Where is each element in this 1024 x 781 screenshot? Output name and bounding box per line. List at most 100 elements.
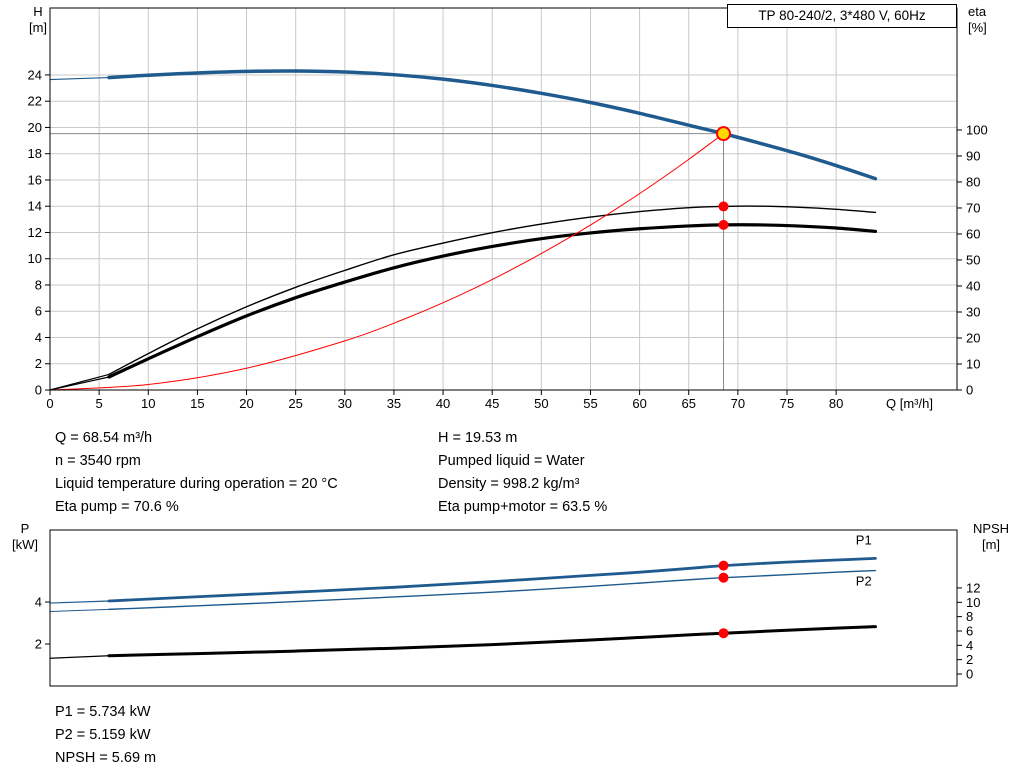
x-tick-label: 40 bbox=[436, 396, 450, 411]
left-tick-label: 10 bbox=[28, 251, 42, 266]
npsh-point bbox=[718, 628, 729, 639]
left-tick-label: 12 bbox=[28, 225, 42, 240]
left-tick-label: 24 bbox=[28, 67, 42, 82]
eta-axis-symbol: eta bbox=[968, 4, 987, 19]
h-axis-symbol: H bbox=[33, 4, 43, 19]
npsh-curve bbox=[107, 625, 877, 658]
head-curve-lead bbox=[49, 76, 110, 81]
left-tick-label: 2 bbox=[35, 356, 42, 371]
eta-axis-label: eta [%] bbox=[968, 4, 1012, 36]
axis-tick-labels: 0 5 10 15 20 25 30 35 40 45 50 55 60 65 70 75 8002468101… bbox=[28, 67, 988, 411]
plot-frame bbox=[49, 529, 958, 687]
h-axis-unit: [m] bbox=[28, 20, 48, 35]
right-tick-label: 2 bbox=[966, 652, 973, 667]
p2-value: P2 = 5.159 kW bbox=[55, 727, 151, 743]
x-tick-label: 65 bbox=[681, 396, 695, 411]
system-curve bbox=[49, 133, 725, 391]
right-tick-label: 8 bbox=[966, 609, 973, 624]
x-tick-label: 70 bbox=[731, 396, 745, 411]
x-tick-label: 25 bbox=[288, 396, 302, 411]
x-tick-label: 75 bbox=[780, 396, 794, 411]
gridlines bbox=[50, 8, 957, 390]
duty-info-left-column: Q = 68.54 m³/h n = 3540 rpm Liquid tempe… bbox=[55, 427, 338, 519]
left-tick-label: 8 bbox=[35, 277, 42, 292]
npsh-axis-label: NPSH [m] bbox=[964, 521, 1018, 553]
npsh-axis-symbol: NPSH bbox=[972, 521, 1010, 536]
x-tick-label: 45 bbox=[485, 396, 499, 411]
axis-ticks bbox=[45, 74, 962, 395]
left-tick-label: 20 bbox=[28, 120, 42, 135]
right-tick-label: 90 bbox=[966, 148, 980, 163]
left-tick-label: 4 bbox=[35, 595, 42, 610]
p2-curve bbox=[108, 569, 877, 611]
left-tick-label: 0 bbox=[35, 383, 42, 398]
duty-info-right-column: H = 19.53 m Pumped liquid = Water Densit… bbox=[438, 427, 607, 519]
eta-pump-curve bbox=[108, 205, 877, 376]
duty-point bbox=[716, 126, 732, 142]
eta-pump-motor-curve bbox=[107, 223, 878, 379]
info-head: H = 19.53 m bbox=[438, 430, 518, 446]
right-tick-label: 20 bbox=[966, 330, 980, 345]
x-tick-label: 20 bbox=[239, 396, 253, 411]
h-axis-label: H [m] bbox=[20, 4, 56, 36]
p-axis-symbol: P bbox=[20, 521, 30, 536]
right-tick-label: 10 bbox=[966, 595, 980, 610]
eta-pump-motor-point bbox=[718, 219, 729, 230]
x-tick-label: 30 bbox=[338, 396, 352, 411]
p-axis-unit: [kW] bbox=[12, 537, 38, 552]
right-tick-label: 6 bbox=[966, 623, 973, 638]
right-tick-label: 10 bbox=[966, 356, 980, 371]
left-tick-label: 16 bbox=[28, 172, 42, 187]
info-liquid-temperature: Liquid temperature during operation = 20… bbox=[55, 476, 338, 492]
right-tick-label: 30 bbox=[966, 304, 980, 319]
right-tick-label: 0 bbox=[966, 667, 973, 682]
npsh-value: NPSH = 5.69 m bbox=[55, 750, 157, 766]
power-npsh-values: P1 = 5.734 kW P2 = 5.159 kW NPSH = 5.69 … bbox=[55, 701, 156, 770]
x-tick-label: 60 bbox=[632, 396, 646, 411]
x-tick-label: 80 bbox=[829, 396, 843, 411]
head-curve bbox=[107, 69, 878, 181]
info-eta-pump-motor: Eta pump+motor = 63.5 % bbox=[438, 499, 608, 515]
info-density: Density = 998.2 kg/m³ bbox=[438, 476, 580, 492]
p1-curve bbox=[107, 556, 877, 603]
p2-point bbox=[718, 572, 729, 583]
p-axis-label: P [kW] bbox=[4, 521, 46, 553]
curve-label-p2: P2 bbox=[856, 574, 872, 589]
right-tick-label: 50 bbox=[966, 252, 980, 267]
left-tick-label: 18 bbox=[28, 146, 42, 161]
x-tick-label: 0 bbox=[46, 396, 53, 411]
axis-ticks bbox=[45, 587, 962, 675]
p1-value: P1 = 5.734 kW bbox=[55, 704, 151, 720]
x-tick-label: 15 bbox=[190, 396, 204, 411]
x-tick-label: 5 bbox=[96, 396, 103, 411]
right-tick-label: 70 bbox=[966, 200, 980, 215]
info-pumped-liquid: Pumped liquid = Water bbox=[438, 453, 585, 469]
info-eta-pump: Eta pump = 70.6 % bbox=[55, 499, 179, 515]
right-tick-label: 60 bbox=[966, 226, 980, 241]
eta-pump-motor-curve-lead bbox=[49, 376, 110, 391]
npsh-curve-lead bbox=[49, 655, 110, 659]
q-axis-label: Q [m³/h] bbox=[886, 396, 933, 411]
left-tick-label: 4 bbox=[35, 330, 42, 345]
right-tick-label: 40 bbox=[966, 278, 980, 293]
right-tick-label: 80 bbox=[966, 174, 980, 189]
info-speed: n = 3540 rpm bbox=[55, 453, 141, 469]
p1-curve-lead bbox=[49, 600, 110, 604]
left-tick-label: 6 bbox=[35, 304, 42, 319]
left-tick-label: 2 bbox=[35, 637, 42, 652]
curve-label-p1: P1 bbox=[856, 532, 872, 547]
right-tick-label: 4 bbox=[966, 638, 973, 653]
eta-pump-point bbox=[718, 201, 729, 212]
p1-point bbox=[718, 560, 729, 571]
info-flow: Q = 68.54 m³/h bbox=[55, 430, 153, 446]
x-tick-label: 50 bbox=[534, 396, 548, 411]
plot-frame bbox=[49, 7, 958, 391]
left-tick-label: 14 bbox=[28, 199, 42, 214]
pump-type-title-box: TP 80-240/2, 3*480 V, 60Hz bbox=[727, 4, 957, 28]
left-tick-label: 22 bbox=[28, 94, 42, 109]
right-tick-label: 12 bbox=[966, 580, 980, 595]
